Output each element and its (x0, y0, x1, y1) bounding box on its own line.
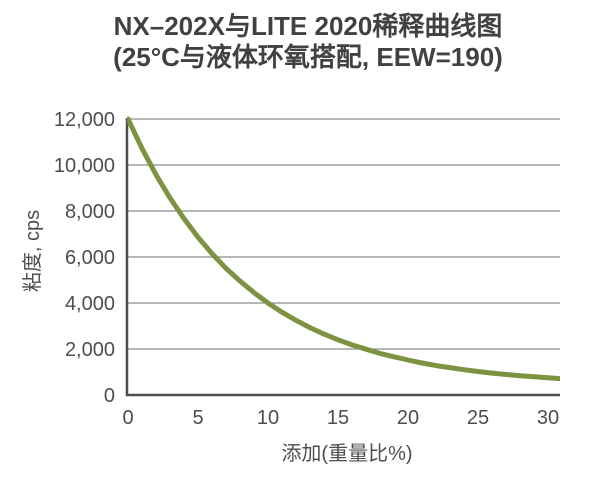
plot-area: 0 2,000 4,000 6,000 8,000 10,000 12,000 0 5 10 15 2… (54, 109, 560, 429)
y-tick-label: 2,000 (65, 339, 115, 361)
x-tick-label: 15 (327, 407, 349, 429)
y-tick-label: 0 (104, 385, 115, 407)
y-tick-label: 12,000 (54, 109, 115, 131)
chart-title: NX–202X与LITE 2020稀释曲线图 (25°C与液体环氧搭配, EEW… (8, 11, 600, 73)
x-tick-label: 25 (467, 407, 489, 429)
x-tick-label: 30 (537, 407, 559, 429)
x-tick-label: 5 (192, 407, 203, 429)
y-tick-label: 10,000 (54, 155, 115, 177)
x-axis-label: 添加(重量比%) (281, 442, 412, 465)
y-tick-label: 4,000 (65, 293, 115, 315)
x-tick-label: 0 (122, 407, 133, 429)
dilution-curve (127, 116, 560, 382)
chart-title-line-1: NX–202X与LITE 2020稀释曲线图 (113, 11, 503, 41)
y-tick-label: 6,000 (65, 247, 115, 269)
x-tick-label: 10 (257, 407, 279, 429)
y-tick-label: 8,000 (65, 201, 115, 223)
x-tick-label: 20 (397, 407, 419, 429)
y-axis-label: 粘度, cps (21, 210, 44, 292)
chart-title-line-2: (25°C与液体环氧搭配, EEW=190) (113, 42, 503, 72)
